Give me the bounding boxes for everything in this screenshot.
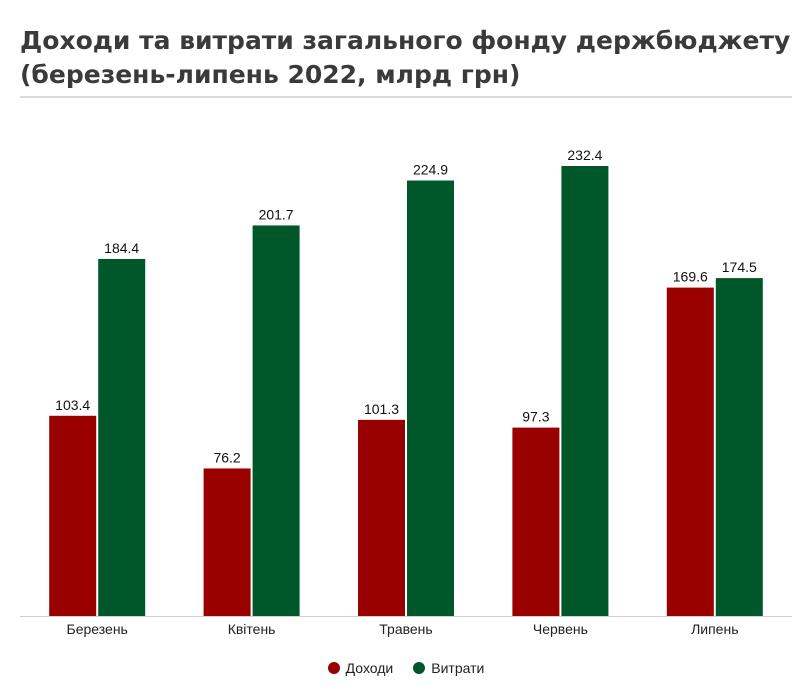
x-tick-label-4: Липень: [691, 621, 738, 637]
value-label-income-4: 169.6: [673, 269, 708, 285]
value-label-expenses-4: 174.5: [722, 259, 757, 275]
title-divider: [20, 96, 792, 98]
bar-income-3[interactable]: [512, 427, 560, 616]
legend-label-income: Доходи: [345, 660, 394, 676]
x-tick-label-2: Травень: [379, 621, 432, 637]
value-label-expenses-3: 232.4: [567, 147, 602, 163]
bar-income-0[interactable]: [49, 415, 97, 616]
bar-income-2[interactable]: [358, 419, 405, 616]
x-tick-label-1: Квітень: [228, 621, 276, 637]
bar-expenses-0[interactable]: [98, 258, 146, 616]
value-label-income-2: 101.3: [364, 401, 399, 417]
x-tick-labels-group: Березень Квітень Травень Червень Липень: [67, 621, 739, 637]
legend-label-expenses: Витрати: [431, 660, 485, 676]
legend-item-income[interactable]: Доходи: [327, 660, 394, 676]
value-label-expenses-0: 184.4: [104, 240, 139, 256]
legend-swatch-expenses: [413, 662, 426, 674]
legend-swatch-income: [327, 662, 340, 674]
bars-group: [49, 166, 763, 616]
value-label-income-0: 103.4: [55, 397, 90, 413]
bar-income-4[interactable]: [666, 287, 714, 616]
legend: Доходи Витрати: [0, 660, 812, 676]
bar-income-1[interactable]: [203, 468, 251, 616]
bar-expenses-1[interactable]: [252, 225, 300, 616]
value-label-income-1: 76.2: [213, 449, 240, 465]
value-label-expenses-1: 201.7: [259, 206, 294, 222]
legend-item-expenses[interactable]: Витрати: [413, 660, 484, 676]
chart-title: Доходи та витрати загального фонду держб…: [20, 26, 791, 89]
x-tick-label-0: Березень: [67, 621, 128, 637]
value-label-income-3: 97.3: [522, 409, 549, 425]
bar-expenses-2[interactable]: [407, 180, 454, 616]
bar-expenses-3[interactable]: [561, 166, 609, 616]
bar-expenses-4[interactable]: [715, 278, 763, 616]
value-labels-group: 103.4 184.4 76.2 201.7 101.3 224.9 97.3 232.4 16…: [55, 147, 757, 465]
x-tick-label-3: Червень: [533, 621, 588, 637]
value-label-expenses-2: 224.9: [413, 162, 448, 178]
